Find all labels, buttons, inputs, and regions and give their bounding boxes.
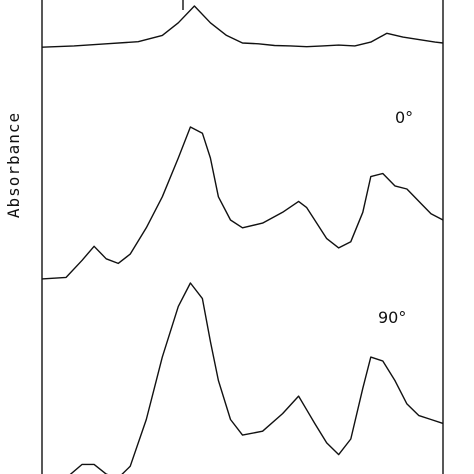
spectrum-trace-2 bbox=[41, 126, 444, 280]
annotation-90-degree: 90° bbox=[378, 308, 406, 327]
y-axis-label: Absorbance bbox=[4, 112, 23, 218]
spectrum-trace-1 bbox=[41, 5, 444, 48]
spectra-traces bbox=[41, 5, 444, 474]
spectrum-trace-3 bbox=[69, 282, 444, 474]
annotation-0-degree: 0° bbox=[395, 108, 413, 127]
